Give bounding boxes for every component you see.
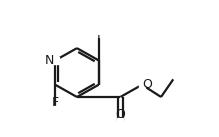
Bar <box>52 106 58 113</box>
Text: F: F <box>52 95 59 109</box>
Text: N: N <box>45 54 55 67</box>
Bar <box>117 118 123 125</box>
Bar <box>51 57 59 64</box>
Text: I: I <box>97 34 101 47</box>
Text: O: O <box>143 78 153 91</box>
Bar <box>97 30 101 37</box>
Text: O: O <box>115 108 125 121</box>
Bar <box>139 81 145 88</box>
